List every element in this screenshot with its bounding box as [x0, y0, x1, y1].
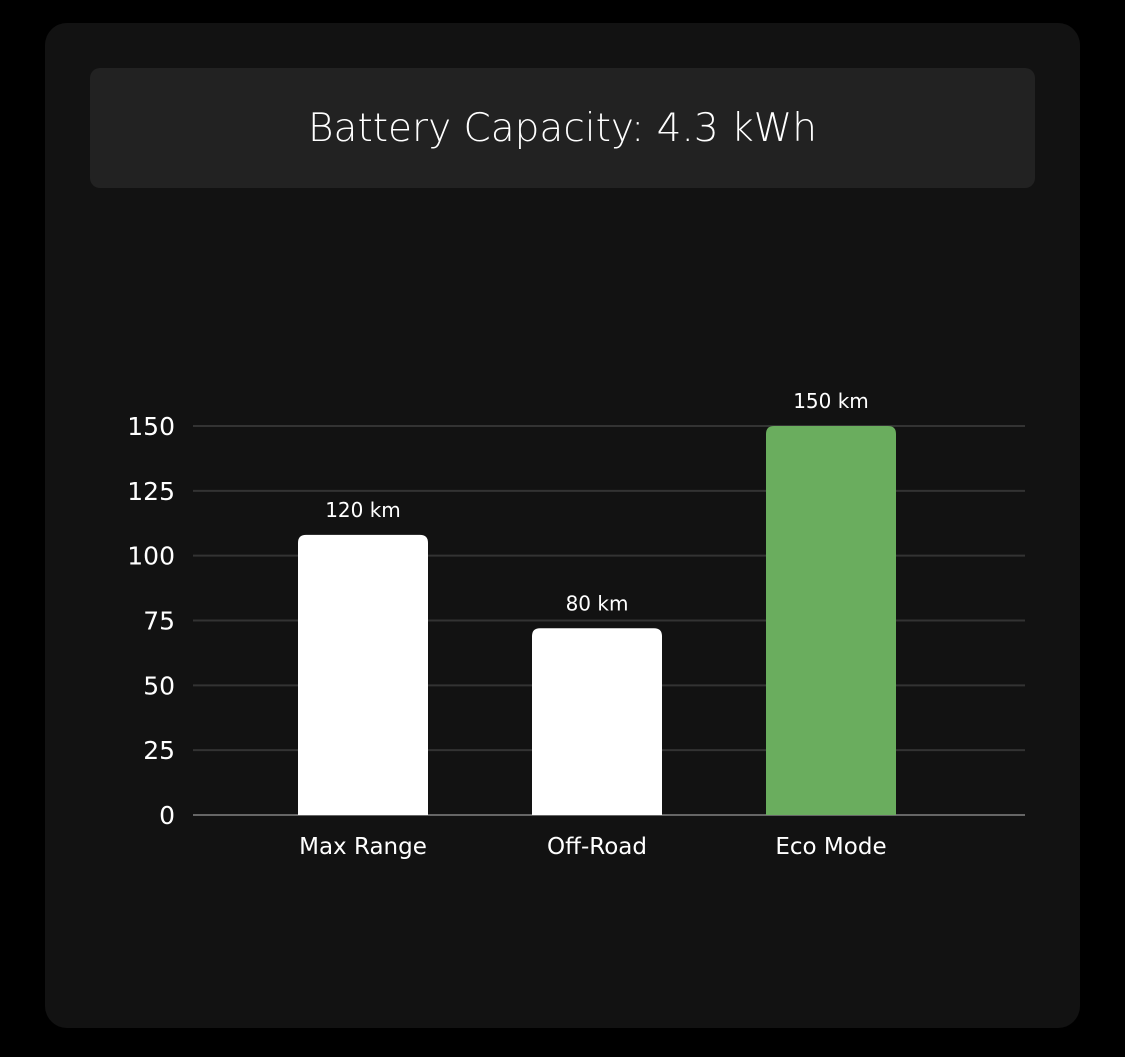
- y-tick-label: 100: [127, 542, 175, 571]
- page-title: Battery Capacity: 4.3 kWh: [308, 105, 817, 151]
- y-tick-label: 0: [159, 801, 175, 830]
- y-tick-label: 50: [143, 671, 175, 700]
- x-category-label: Off-Road: [547, 834, 647, 860]
- data-label: 150 km: [793, 389, 869, 413]
- y-tick-label: 25: [143, 736, 175, 765]
- data-label: 80 km: [566, 591, 629, 615]
- y-tick-label: 150: [127, 412, 175, 441]
- data-label: 120 km: [325, 498, 401, 522]
- bar: [532, 628, 662, 815]
- x-category-label: Eco Mode: [775, 834, 886, 860]
- y-tick-label: 125: [127, 477, 175, 506]
- header-banner: Battery Capacity: 4.3 kWh: [90, 68, 1035, 188]
- bar: [766, 426, 896, 815]
- chart-card: [45, 23, 1080, 1028]
- x-category-label: Max Range: [299, 834, 427, 860]
- y-tick-label: 75: [143, 607, 175, 636]
- bar: [298, 534, 428, 815]
